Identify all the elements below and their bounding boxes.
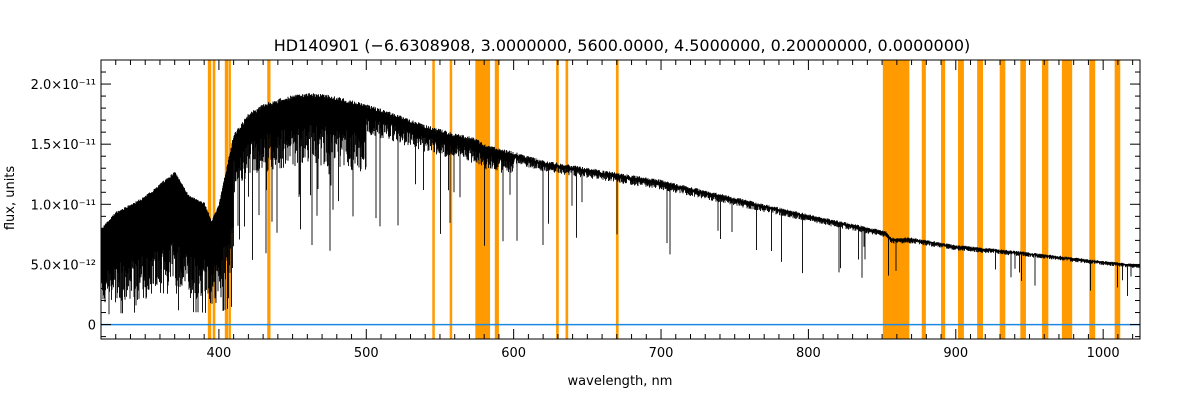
x-tick-label: 600 [501, 346, 526, 361]
chart-title: HD140901 (−6.6308908, 3.0000000, 5600.00… [274, 36, 971, 55]
x-tick-label: 500 [354, 346, 379, 361]
mask-band-4 [267, 60, 271, 339]
y-tick-label: 1.0×10⁻¹¹ [31, 198, 96, 213]
mask-band-1 [212, 60, 216, 339]
x-tick-label: 900 [943, 346, 968, 361]
mask-band-9 [556, 60, 559, 339]
x-tick-label: 400 [206, 346, 231, 361]
mask-band-8 [494, 60, 499, 339]
mask-band-6 [449, 60, 453, 339]
y-tick-label: 1.5×10⁻¹¹ [31, 138, 96, 153]
y-tick-label: 2.0×10⁻¹¹ [31, 78, 96, 93]
mask-band-5 [432, 60, 435, 339]
x-tick-label: 700 [649, 346, 674, 361]
y-axis-ticks: 0 5.0×10⁻¹² 1.0×10⁻¹¹ 1.5×10⁻¹¹ 2.0×10⁻¹¹ [31, 59, 1140, 338]
mask-band-0 [207, 60, 212, 339]
mask-band-22 [1114, 60, 1121, 339]
mask-band-16 [977, 60, 984, 339]
x-tick-label: 800 [796, 346, 821, 361]
y-tick-label: 5.0×10⁻¹² [31, 258, 96, 273]
mask-band-19 [1041, 60, 1049, 339]
mask-band-7 [475, 60, 491, 339]
x-tick-label: 1000 [1087, 346, 1120, 361]
spectrum-series [100, 93, 1141, 315]
mask-band-10 [565, 60, 569, 339]
x-axis-ticks: 400 500 600 700 800 900 1000 [115, 60, 1134, 361]
spectrum-line [100, 93, 1141, 315]
mask-band-21 [1089, 60, 1096, 339]
mask-band-17 [999, 60, 1006, 339]
mask-band-12 [882, 60, 910, 339]
mask-band-18 [1020, 60, 1026, 339]
mask-band-15 [957, 60, 964, 339]
y-axis-label: flux, units [3, 166, 18, 231]
plot-frame [100, 59, 1141, 340]
x-axis-label: wavelength, nm [568, 374, 673, 389]
mask-band-14 [941, 60, 946, 339]
y-tick-label: 0 [88, 319, 96, 334]
mask-band-13 [921, 60, 926, 339]
mask-band-20 [1061, 60, 1073, 339]
